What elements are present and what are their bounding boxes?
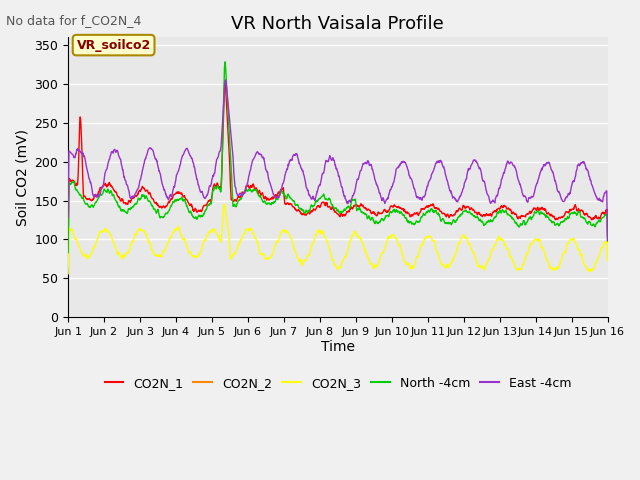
- Title: VR North Vaisala Profile: VR North Vaisala Profile: [232, 15, 444, 33]
- Legend: CO2N_1, CO2N_2, CO2N_3, North -4cm, East -4cm: CO2N_1, CO2N_2, CO2N_3, North -4cm, East…: [99, 372, 576, 395]
- Y-axis label: Soil CO2 (mV): Soil CO2 (mV): [15, 129, 29, 226]
- X-axis label: Time: Time: [321, 340, 355, 354]
- Text: VR_soilco2: VR_soilco2: [77, 38, 151, 52]
- Text: No data for f_CO2N_4: No data for f_CO2N_4: [6, 14, 142, 27]
